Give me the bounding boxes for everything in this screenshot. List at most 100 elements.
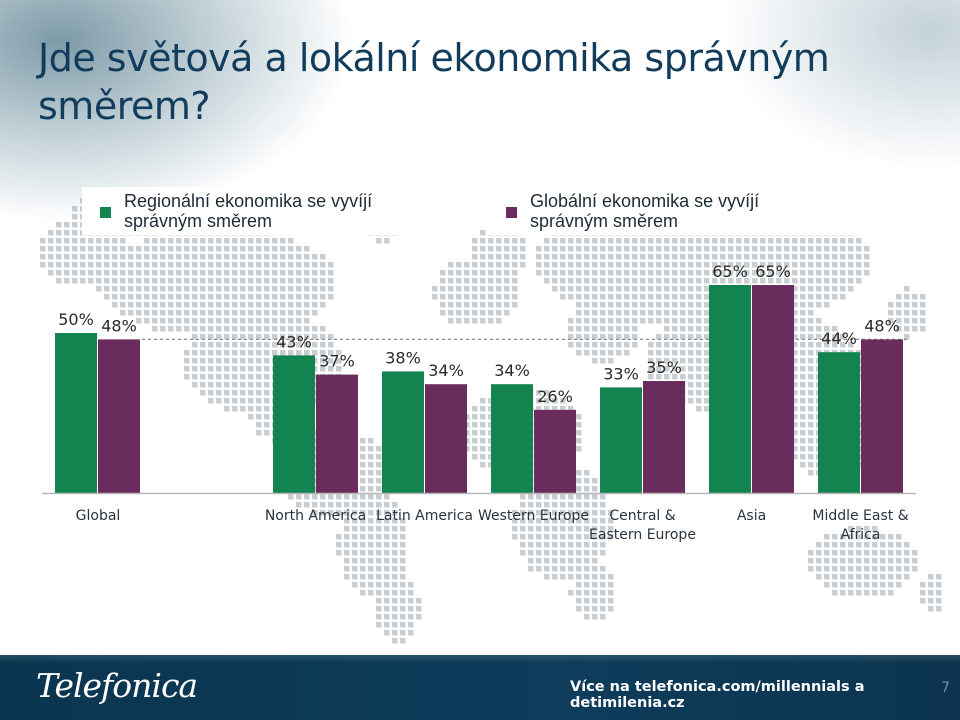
legend-swatch-global bbox=[506, 207, 517, 218]
map-dot bbox=[664, 302, 670, 308]
map-dot bbox=[360, 454, 366, 460]
map-dot bbox=[600, 286, 606, 292]
map-dot bbox=[696, 374, 702, 380]
map-dot bbox=[408, 590, 414, 596]
map-dot bbox=[328, 294, 334, 300]
map-dot bbox=[392, 518, 398, 524]
map-dot bbox=[312, 494, 318, 500]
map-dot bbox=[592, 270, 598, 276]
map-dot bbox=[592, 574, 598, 580]
map-dot bbox=[592, 302, 598, 308]
map-dot bbox=[304, 246, 310, 252]
bar-regional-1 bbox=[273, 355, 315, 493]
map-dot bbox=[208, 398, 214, 404]
map-dot bbox=[568, 262, 574, 268]
map-dot bbox=[248, 390, 254, 396]
map-dot bbox=[232, 374, 238, 380]
map-dot bbox=[208, 342, 214, 348]
map-dot bbox=[552, 278, 558, 284]
map-dot bbox=[464, 270, 470, 276]
map-dot bbox=[672, 246, 678, 252]
map-dot bbox=[376, 614, 382, 620]
map-dot bbox=[160, 278, 166, 284]
map-dot bbox=[584, 350, 590, 356]
map-dot bbox=[480, 294, 486, 300]
map-dot bbox=[824, 254, 830, 260]
map-dot bbox=[576, 486, 582, 492]
map-dot bbox=[560, 574, 566, 580]
map-dot bbox=[696, 318, 702, 324]
map-dot bbox=[376, 502, 382, 508]
map-dot bbox=[832, 246, 838, 252]
map-dot bbox=[904, 558, 910, 564]
map-dot bbox=[688, 382, 694, 388]
map-dot bbox=[816, 542, 822, 548]
page-number: 7 bbox=[941, 680, 950, 696]
map-dot bbox=[824, 286, 830, 292]
map-dot bbox=[208, 278, 214, 284]
map-dot bbox=[568, 494, 574, 500]
footer-link[interactable]: Více na telefonica.com/millennials a det… bbox=[570, 679, 865, 711]
map-dot bbox=[464, 294, 470, 300]
map-dot bbox=[600, 326, 606, 332]
map-dot bbox=[536, 270, 542, 276]
map-dot bbox=[232, 358, 238, 364]
map-dot bbox=[824, 326, 830, 332]
map-dot bbox=[464, 302, 470, 308]
map-dot bbox=[624, 350, 630, 356]
map-dot bbox=[440, 286, 446, 292]
map-dot bbox=[336, 366, 342, 372]
map-dot bbox=[104, 262, 110, 268]
map-dot bbox=[216, 286, 222, 292]
map-dot bbox=[584, 518, 590, 524]
map-dot bbox=[352, 582, 358, 588]
map-dot bbox=[800, 270, 806, 276]
map-dot bbox=[488, 462, 494, 468]
map-dot bbox=[368, 470, 374, 476]
map-dot bbox=[552, 494, 558, 500]
map-dot bbox=[760, 262, 766, 268]
map-dot bbox=[536, 502, 542, 508]
map-dot bbox=[360, 574, 366, 580]
map-dot bbox=[584, 510, 590, 516]
map-dot bbox=[584, 246, 590, 252]
map-dot bbox=[808, 278, 814, 284]
map-dot bbox=[312, 286, 318, 292]
map-dot bbox=[672, 254, 678, 260]
map-dot bbox=[384, 558, 390, 564]
map-dot bbox=[520, 246, 526, 252]
map-dot bbox=[800, 334, 806, 340]
map-dot bbox=[136, 310, 142, 316]
map-dot bbox=[600, 358, 606, 364]
bar-global-2 bbox=[425, 384, 467, 493]
map-dot bbox=[896, 318, 902, 324]
map-dot bbox=[408, 614, 414, 620]
map-dot bbox=[560, 558, 566, 564]
data-label-global-2: 34% bbox=[428, 361, 464, 380]
map-dot bbox=[296, 342, 302, 348]
map-dot bbox=[528, 558, 534, 564]
map-dot bbox=[576, 478, 582, 484]
map-dot bbox=[272, 302, 278, 308]
map-dot bbox=[144, 286, 150, 292]
map-dot bbox=[376, 478, 382, 484]
map-dot bbox=[176, 254, 182, 260]
map-dot bbox=[560, 494, 566, 500]
map-dot bbox=[64, 270, 70, 276]
map-dot bbox=[272, 334, 278, 340]
map-dot bbox=[296, 318, 302, 324]
map-dot bbox=[368, 486, 374, 492]
map-dot bbox=[304, 318, 310, 324]
map-dot bbox=[184, 366, 190, 372]
map-dot bbox=[848, 534, 854, 540]
category-label-1: North America bbox=[265, 508, 366, 524]
map-dot bbox=[552, 558, 558, 564]
map-dot bbox=[384, 502, 390, 508]
bar-global-1 bbox=[316, 374, 358, 493]
map-dot bbox=[608, 574, 614, 580]
map-dot bbox=[520, 526, 526, 532]
map-dot bbox=[800, 446, 806, 452]
map-dot bbox=[216, 342, 222, 348]
map-dot bbox=[176, 286, 182, 292]
map-dot bbox=[168, 318, 174, 324]
